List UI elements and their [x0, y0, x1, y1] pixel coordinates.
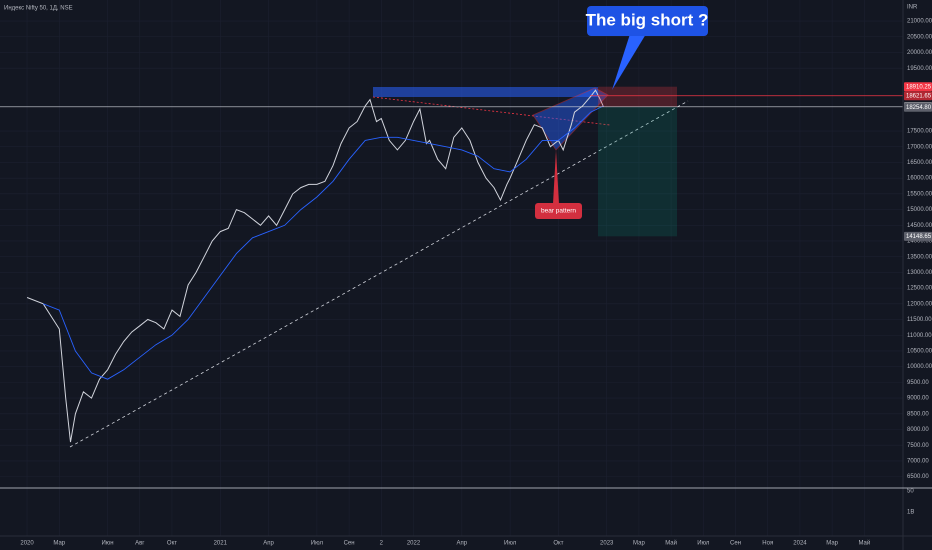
price-label-bg	[904, 91, 932, 101]
x-tick-label: 2023	[600, 541, 614, 547]
price-label-bg	[904, 82, 932, 92]
grid	[0, 0, 903, 536]
y-tick-label: 8000.00	[907, 427, 929, 433]
y-tick-label: 16000.00	[907, 176, 932, 182]
x-tick-label: 2022	[407, 541, 421, 547]
y-tick-label: 17000.00	[907, 144, 932, 150]
price-label: 18621.65	[906, 93, 932, 99]
resistance-zone	[373, 87, 598, 97]
y-tick-label: 9500.00	[907, 380, 929, 386]
y-tick-label: 19500.00	[907, 66, 932, 72]
y-tick-label: 10000.00	[907, 364, 932, 370]
y-tick-label: 10500.00	[907, 349, 932, 355]
y-tick-label: 7500.00	[907, 443, 929, 449]
y-tick-label: 12500.00	[907, 286, 932, 292]
price-label: 18254.80	[906, 105, 932, 111]
x-tick-label: Июл	[311, 541, 324, 547]
target-zone	[598, 106, 677, 237]
y-tick-label: 14500.00	[907, 223, 932, 229]
y-tick-label: 6500.00	[907, 474, 929, 480]
price-label: 14148.65	[906, 234, 932, 240]
x-tick-label: Авг	[135, 541, 145, 547]
x-tick-label: Окт	[553, 541, 563, 547]
y-tick-label: 15500.00	[907, 191, 932, 197]
price-line	[43, 105, 604, 380]
x-tick-label: Апр	[263, 541, 274, 547]
y-tick-label: 9000.00	[907, 396, 929, 402]
volume-axis-label: 50	[907, 489, 914, 495]
y-tick-label: 20000.00	[907, 50, 932, 56]
y-tick-label: 13000.00	[907, 270, 932, 276]
volume-axis-label: 1B	[907, 510, 914, 516]
support-trendline	[69, 100, 689, 448]
x-tick-label: 2021	[214, 541, 228, 547]
y-tick-label: 12000.00	[907, 301, 932, 307]
x-tick-label: Сен	[730, 541, 741, 547]
y-tick-label: 7000.00	[907, 459, 929, 465]
x-tick-label: Июл	[697, 541, 710, 547]
y-tick-label: 13500.00	[907, 254, 932, 260]
x-tick-label: Сен	[344, 541, 355, 547]
y-tick-label: 16500.00	[907, 160, 932, 166]
x-tick-label: Мар	[826, 541, 838, 547]
annotation: The big short ?	[586, 10, 709, 29]
x-tick-label: 2020	[20, 541, 34, 547]
y-tick-label: 11000.00	[907, 333, 932, 339]
callout-pointer	[612, 34, 646, 90]
x-tick-label: Май	[858, 540, 870, 547]
price-label-bg	[904, 102, 932, 112]
rising-wedge	[532, 87, 609, 151]
x-tick-label: Май	[665, 540, 677, 547]
y-tick-label: 14000.00	[907, 239, 932, 245]
plot	[0, 86, 903, 443]
annotation: bear pattern	[541, 208, 576, 215]
y-tick-label: 8500.00	[907, 411, 929, 417]
x-tick-label: 2024	[793, 541, 807, 547]
x-tick-label: Июн	[101, 541, 113, 547]
x-tick-label: Окт	[167, 541, 177, 547]
x-tick-label: Мар	[633, 541, 645, 547]
chart-title: Индекс Nifty 50, 1Д, NSE	[4, 6, 73, 12]
y-tick-label: 20500.00	[907, 34, 932, 40]
x-tick-label: Ноя	[762, 541, 773, 547]
x-tick-label: 2	[380, 541, 384, 547]
x-tick-label: Июл	[504, 541, 517, 547]
currency: INR	[907, 5, 918, 11]
price-line	[26, 89, 604, 443]
y-tick-label: 15000.00	[907, 207, 932, 213]
callout-box	[535, 203, 582, 219]
callout-pointer	[553, 150, 559, 204]
y-tick-label: 11500.00	[907, 317, 932, 323]
x-tick-label: Апр	[457, 541, 468, 547]
price-label-bg	[904, 231, 932, 241]
y-tick-label: 21000.00	[907, 19, 932, 25]
callout-box	[587, 6, 708, 36]
price-label: 18910.25	[906, 84, 932, 90]
y-tick-label: 17500.00	[907, 129, 932, 135]
stop-zone	[598, 86, 677, 107]
x-tick-label: Мар	[53, 541, 65, 547]
